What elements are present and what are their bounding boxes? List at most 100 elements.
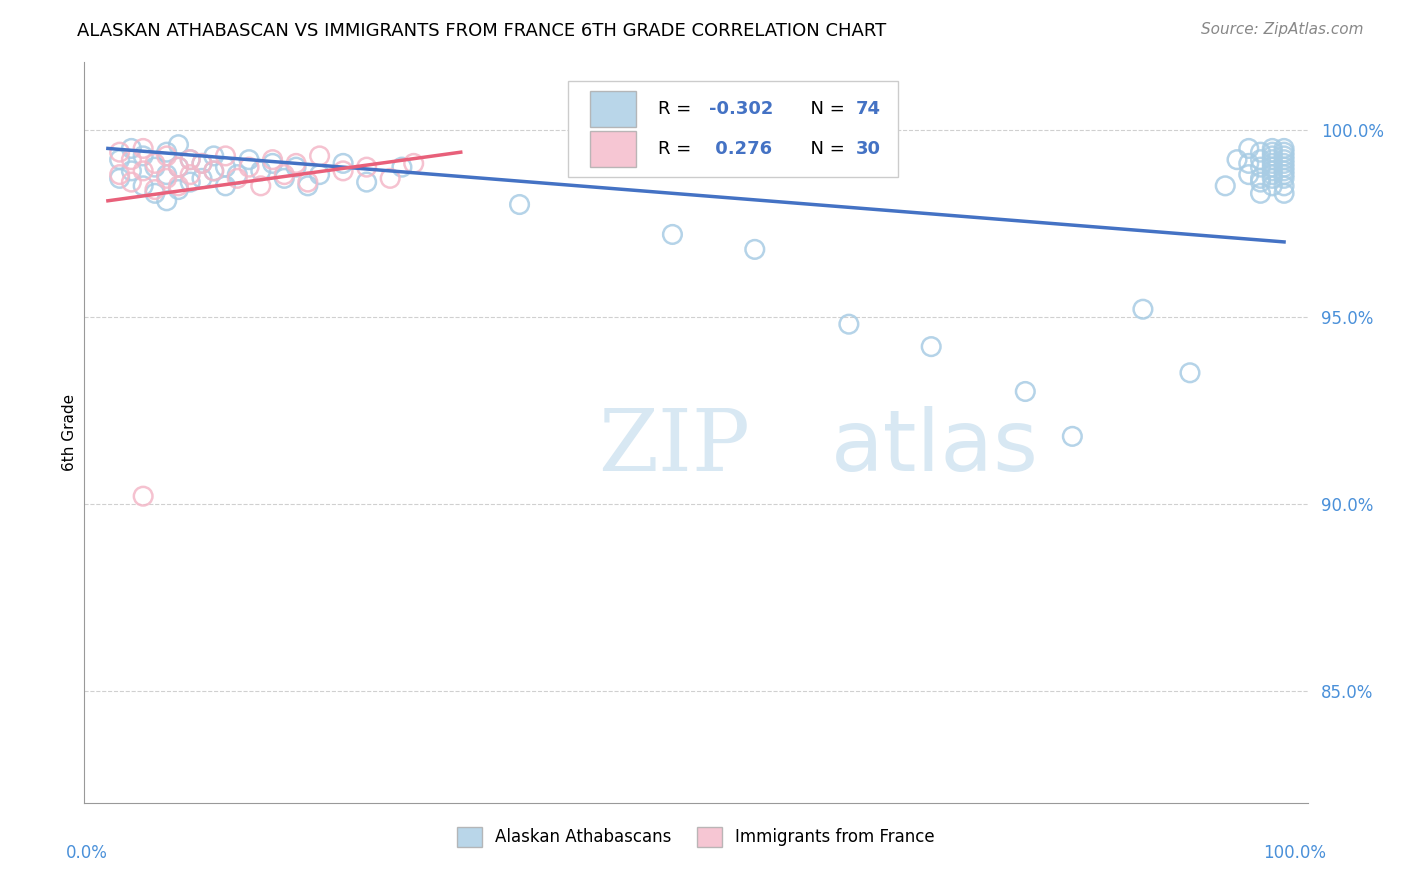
Point <box>391 160 413 174</box>
Point <box>226 168 249 182</box>
Point <box>1250 171 1272 186</box>
Point <box>380 171 402 186</box>
Point <box>132 178 155 193</box>
Text: 0.276: 0.276 <box>710 140 772 158</box>
Text: 0.0%: 0.0% <box>66 844 108 862</box>
Point <box>262 153 284 167</box>
Point <box>1261 149 1284 163</box>
Point <box>143 156 166 170</box>
Point <box>202 164 225 178</box>
Point <box>1261 160 1284 174</box>
Text: R =: R = <box>658 140 697 158</box>
Point <box>132 489 155 503</box>
Point <box>332 156 354 170</box>
Point <box>156 149 179 163</box>
Point <box>179 175 201 189</box>
Point <box>1272 164 1295 178</box>
Point <box>1272 141 1295 155</box>
Point <box>108 171 131 186</box>
Point <box>179 153 201 167</box>
Point <box>249 164 271 178</box>
Point <box>1132 302 1154 317</box>
Point <box>167 160 190 174</box>
Point <box>744 243 766 257</box>
Text: ZIP: ZIP <box>598 406 749 489</box>
Point <box>156 171 179 186</box>
Point <box>1272 145 1295 160</box>
Point <box>1237 156 1260 170</box>
Point <box>108 145 131 160</box>
Point <box>1250 145 1272 160</box>
Point <box>167 160 190 174</box>
Point <box>179 153 201 167</box>
Point <box>214 149 236 163</box>
Point <box>1213 178 1236 193</box>
Point <box>167 183 190 197</box>
Point <box>1250 160 1272 174</box>
Point <box>308 168 330 182</box>
Point <box>356 175 378 189</box>
Point <box>356 160 378 174</box>
Point <box>297 178 319 193</box>
Point <box>1272 171 1295 186</box>
Point <box>179 168 201 182</box>
Point <box>1272 178 1295 193</box>
Point <box>238 153 260 167</box>
Point <box>214 160 236 174</box>
Point <box>120 175 142 189</box>
Point <box>1261 156 1284 170</box>
Text: ALASKAN ATHABASCAN VS IMMIGRANTS FROM FRANCE 6TH GRADE CORRELATION CHART: ALASKAN ATHABASCAN VS IMMIGRANTS FROM FR… <box>77 22 887 40</box>
Point <box>1272 149 1295 163</box>
Point <box>132 149 155 163</box>
Point <box>191 156 214 170</box>
Point <box>1261 153 1284 167</box>
Point <box>1250 175 1272 189</box>
Text: atlas: atlas <box>831 406 1039 489</box>
Point <box>1237 168 1260 182</box>
Point <box>1272 186 1295 201</box>
Point <box>1272 160 1295 174</box>
Point <box>214 178 236 193</box>
Point <box>285 160 308 174</box>
Point <box>108 153 131 167</box>
Point <box>191 171 214 186</box>
Point <box>1250 186 1272 201</box>
Point <box>1272 156 1295 170</box>
Point <box>1062 429 1084 443</box>
FancyBboxPatch shape <box>589 91 636 127</box>
Text: N =: N = <box>799 100 851 118</box>
Y-axis label: 6th Grade: 6th Grade <box>62 394 77 471</box>
Point <box>143 183 166 197</box>
Point <box>273 168 295 182</box>
Point <box>297 175 319 189</box>
Point <box>1250 153 1272 167</box>
Point <box>1014 384 1036 399</box>
Point <box>1261 164 1284 178</box>
Point <box>249 178 271 193</box>
Point <box>143 186 166 201</box>
Point <box>838 317 860 331</box>
Point <box>120 141 142 155</box>
Point <box>1261 171 1284 186</box>
Point <box>156 168 179 182</box>
Point <box>308 149 330 163</box>
Point <box>661 227 683 242</box>
Point <box>120 153 142 167</box>
Point <box>1272 153 1295 167</box>
Point <box>273 171 295 186</box>
Point <box>920 340 942 354</box>
Point <box>120 164 142 178</box>
Point <box>202 164 225 178</box>
Point <box>1226 153 1249 167</box>
Point <box>1237 141 1260 155</box>
Text: 100.0%: 100.0% <box>1263 844 1326 862</box>
Point <box>167 178 190 193</box>
Legend: Alaskan Athabascans, Immigrants from France: Alaskan Athabascans, Immigrants from Fra… <box>450 820 942 854</box>
Point <box>1261 141 1284 155</box>
Point <box>332 164 354 178</box>
Text: 74: 74 <box>856 100 882 118</box>
Point <box>1261 145 1284 160</box>
Point <box>108 168 131 182</box>
Point <box>132 164 155 178</box>
Point <box>156 194 179 208</box>
